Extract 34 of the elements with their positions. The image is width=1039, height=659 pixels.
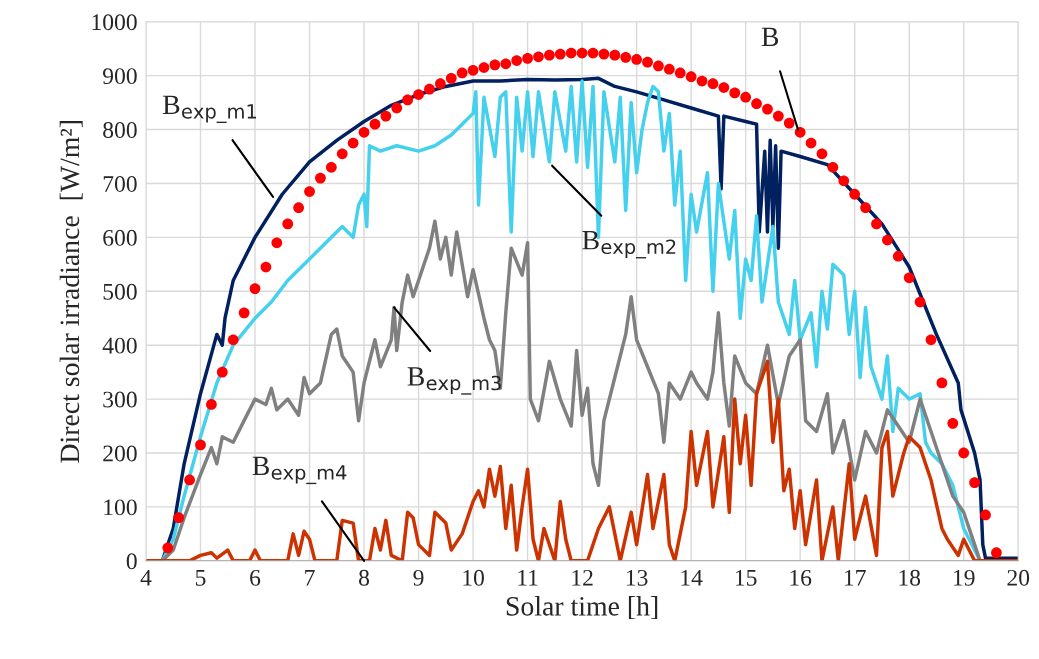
- x-tick-label: 10: [463, 569, 484, 586]
- x-tick-label: 18: [899, 569, 921, 586]
- annotation: B$_{exp_m1}$: [162, 95, 257, 124]
- x-tick-label: 5: [195, 570, 206, 586]
- annotation: B: [761, 27, 779, 47]
- x-tick-label: 20: [1007, 569, 1030, 586]
- x-tick-label: 19: [953, 569, 975, 586]
- y-tick-label: 0: [126, 553, 137, 570]
- x-tick-label: 4: [140, 569, 152, 586]
- y-tick-label: 500: [103, 283, 137, 300]
- x-tick-label: 15: [735, 569, 757, 586]
- y-tick-label: 100: [104, 499, 137, 516]
- x-tick-label: 12: [572, 569, 593, 586]
- annotation: B$_{exp_m2}$: [582, 231, 676, 259]
- x-tick-label: 17: [844, 569, 866, 586]
- y-tick-label: 300: [103, 391, 137, 408]
- y-tick-label: 400: [102, 337, 137, 354]
- x-tick-label: 7: [305, 570, 315, 586]
- y-tick-label: 600: [103, 229, 137, 246]
- x-tick-label: 13: [626, 569, 648, 586]
- annotation: B$_{exp_m4}$: [252, 456, 347, 485]
- x-tick-label: 9: [413, 569, 424, 586]
- y-tick-label: 800: [103, 122, 137, 138]
- y-tick-label: 900: [102, 68, 137, 85]
- x-tick-label: 16: [790, 569, 812, 586]
- x-axis-title: Solar time [h]: [506, 596, 658, 620]
- y-tick-label: 1000: [92, 14, 137, 31]
- x-tick-label: 11: [518, 569, 538, 586]
- y-tick-label: 200: [103, 445, 137, 462]
- x-tick-label: 14: [681, 569, 703, 586]
- x-tick-label: 8: [359, 569, 370, 586]
- y-axis-title: Direct solar irradiance [W/m²]: [59, 121, 83, 463]
- x-tick-label: 6: [250, 569, 261, 586]
- y-tick-label: 700: [103, 175, 137, 192]
